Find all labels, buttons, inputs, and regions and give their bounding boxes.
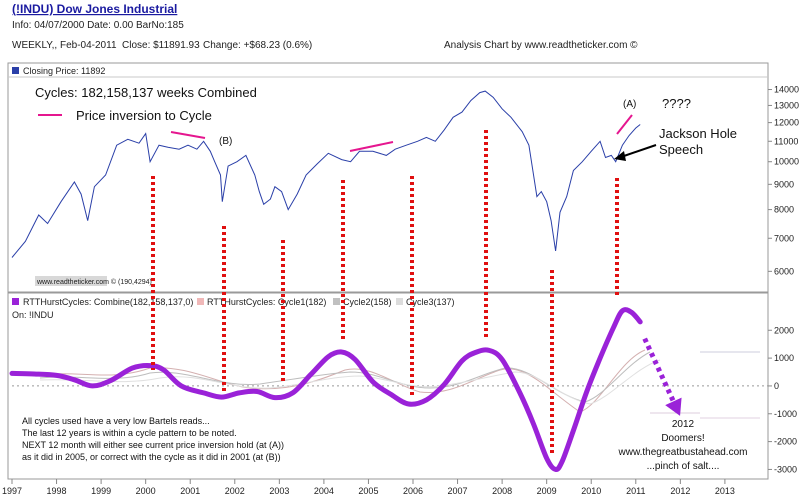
cycle-tick-label: 0 bbox=[774, 381, 779, 391]
price-tick-label: 11000 bbox=[774, 136, 798, 146]
doomers-year: 2012 bbox=[672, 419, 695, 430]
cycle-axis: -3000 -2000 -1000 0 1000 2000 bbox=[12, 325, 797, 474]
legend-cycle1: RTTHurstCycles: Cycle1(182) bbox=[207, 297, 326, 307]
x-tick-label: 2013 bbox=[715, 486, 735, 496]
price-axis: 6000 7000 8000 9000 10000 11000 12000 13000 1400… bbox=[768, 85, 799, 276]
x-tick-label: 2000 bbox=[136, 486, 156, 496]
x-tick-label: 2010 bbox=[581, 486, 601, 496]
doomers-text: Doomers! bbox=[661, 433, 704, 444]
legend-swatch-cycle3 bbox=[396, 298, 403, 305]
note-line-3: NEXT 12 month will either see current pr… bbox=[22, 440, 284, 450]
x-tick-label: 2008 bbox=[492, 486, 512, 496]
cycle-tick-label: 1000 bbox=[774, 353, 794, 363]
legend-cycle2: Cycle2(158) bbox=[343, 297, 392, 307]
price-panel bbox=[7, 62, 769, 293]
cycle-markers bbox=[151, 130, 619, 456]
doomers-site: www.thegreatbustahead.com bbox=[618, 447, 748, 458]
close-text: Close: $11891.93 bbox=[122, 40, 200, 51]
inversion-text: Price inversion to Cycle bbox=[76, 108, 212, 123]
watermark-box bbox=[35, 276, 107, 286]
projection-arrow-head bbox=[665, 397, 682, 416]
x-tick-label: 1999 bbox=[91, 486, 111, 496]
question-text: ???? bbox=[662, 96, 691, 111]
jackson-arrow-shaft bbox=[620, 144, 657, 158]
inversion-line-b bbox=[170, 131, 206, 139]
x-tick-label: 2012 bbox=[670, 486, 690, 496]
price-tick-label: 12000 bbox=[774, 118, 799, 128]
x-tick-label: 2006 bbox=[403, 486, 423, 496]
x-tick-label: 2007 bbox=[448, 486, 468, 496]
legend-swatch-cycle1 bbox=[197, 298, 204, 305]
inversion-line-a bbox=[616, 114, 633, 135]
price-tick-label: 9000 bbox=[774, 179, 794, 189]
chart-title[interactable]: (!INDU) Dow Jones Industrial bbox=[12, 2, 177, 16]
price-tick-label: 10000 bbox=[774, 157, 799, 167]
jackson-text-1: Jackson Hole bbox=[659, 126, 737, 141]
legend-swatch-combine bbox=[12, 298, 19, 305]
price-tick-label: 14000 bbox=[774, 85, 799, 95]
cycle-tick-label: -2000 bbox=[774, 437, 797, 447]
x-tick-label: 1998 bbox=[47, 486, 67, 496]
price-tick-label: 7000 bbox=[774, 233, 794, 243]
doomers-salt: ...pinch of salt.... bbox=[647, 461, 720, 472]
note-line-2: The last 12 years is within a cycle patt… bbox=[22, 428, 237, 438]
x-tick-label: 2011 bbox=[626, 486, 645, 496]
jackson-arrow-head bbox=[614, 151, 626, 161]
inversion-line-2005 bbox=[349, 141, 394, 152]
x-tick-label: 1997 bbox=[2, 486, 22, 496]
price-tick-label: 8000 bbox=[774, 205, 794, 215]
on-ticker: On: !INDU bbox=[12, 310, 54, 320]
note-line-1: All cycles used have a very low Bartels … bbox=[22, 416, 210, 426]
cycle-tick-label: 2000 bbox=[774, 325, 794, 335]
weekly-text: WEEKLY,, Feb-04-2011 bbox=[12, 40, 117, 51]
watermark-text: www.readtheticker.com © (190,4294) bbox=[36, 278, 152, 286]
price-series-line bbox=[11, 90, 641, 258]
credit-text: Analysis Chart by www.readtheticker.com … bbox=[444, 40, 638, 51]
legend-combine: RTTHurstCycles: Combine(182,158,137,0) bbox=[23, 297, 193, 307]
x-tick-label: 2009 bbox=[537, 486, 557, 496]
note-line-4: as it did in 2005, or correct with the c… bbox=[22, 452, 281, 462]
label-a: (A) bbox=[623, 99, 636, 110]
price-legend: Closing Price: 11892 bbox=[23, 66, 105, 76]
price-legend-swatch bbox=[12, 67, 19, 74]
jackson-text-2: Speech bbox=[659, 142, 703, 157]
cycle3-line bbox=[39, 359, 661, 405]
price-tick-label: 6000 bbox=[774, 266, 794, 276]
x-tick-label: 2001 bbox=[180, 486, 200, 496]
cycles-text: Cycles: 182,158,137 weeks Combined bbox=[35, 85, 257, 100]
cycle-tick-label: -1000 bbox=[774, 409, 797, 419]
info-text: Info: 04/07/2000 Date: 0.00 BarNo:185 bbox=[12, 20, 184, 31]
legend-cycle3: Cycle3(137) bbox=[406, 297, 455, 307]
combine-cycle-line bbox=[9, 307, 643, 472]
x-axis: 1997 1998 1999 2000 2001 2002 2003 2004 2005 2006… bbox=[2, 479, 735, 496]
cycle-tick-label: -3000 bbox=[774, 464, 797, 474]
x-tick-label: 2002 bbox=[225, 486, 245, 496]
legend-swatch-cycle2 bbox=[333, 298, 340, 305]
x-tick-label: 2003 bbox=[269, 486, 289, 496]
x-tick-label: 2004 bbox=[314, 486, 334, 496]
change-text: Change: +$68.23 (0.6%) bbox=[203, 40, 312, 51]
price-tick-label: 13000 bbox=[774, 100, 799, 110]
x-tick-label: 2005 bbox=[358, 486, 378, 496]
label-b: (B) bbox=[219, 136, 232, 147]
